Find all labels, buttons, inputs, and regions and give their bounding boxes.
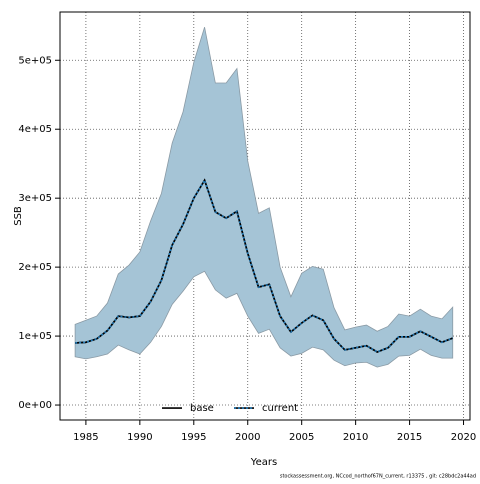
- plot-frame: [59, 11, 471, 421]
- x-tick-label: 1995: [181, 432, 206, 443]
- legend-label: base: [190, 403, 214, 414]
- x-tick-label: 1990: [127, 432, 152, 443]
- series-line: [75, 178, 454, 353]
- y-tick-label: 2e+05: [18, 262, 52, 273]
- y-axis-label: SSB: [13, 206, 24, 226]
- x-tick-label: 2005: [289, 432, 314, 443]
- x-tick-label: 2000: [235, 432, 260, 443]
- y-tick-label: 0e+00: [18, 400, 52, 411]
- x-tick-label: 2015: [397, 432, 422, 443]
- x-tick-label: 1985: [73, 432, 98, 443]
- confidence-band: [74, 27, 454, 368]
- x-tick-label: 2010: [343, 432, 368, 443]
- x-tick-label: 2020: [451, 432, 476, 443]
- footer: stockassessment.org, NCcod_northof67N_cu…: [280, 474, 476, 480]
- y-tick-label: 4e+05: [18, 124, 52, 135]
- legend-label: current: [262, 403, 298, 414]
- y-tick-label: 1e+05: [18, 331, 52, 342]
- y-tick-label: 5e+05: [18, 55, 52, 66]
- x-axis-label: Years: [250, 457, 277, 468]
- y-tick-label: 3e+05: [18, 193, 52, 204]
